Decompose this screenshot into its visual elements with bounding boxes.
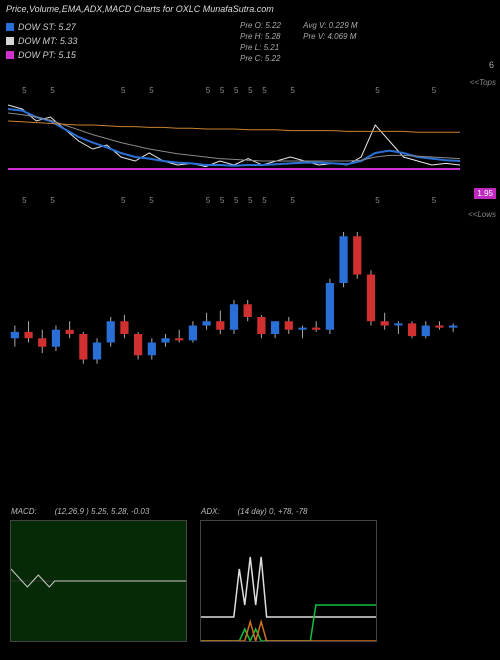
svg-text:5: 5: [121, 86, 126, 95]
svg-text:5: 5: [248, 196, 253, 205]
svg-text:5: 5: [262, 196, 267, 205]
svg-text:5: 5: [206, 196, 211, 205]
svg-text:5: 5: [248, 86, 253, 95]
svg-text:5: 5: [291, 86, 296, 95]
price-line-chart: 555555555555555555555555: [0, 85, 490, 205]
svg-text:5: 5: [50, 196, 55, 205]
macd-chart: [11, 521, 186, 641]
svg-text:5: 5: [220, 86, 225, 95]
stats-col-1: Pre O: 5.22Pre H: 5.28Pre L: 5.21Pre C: …: [240, 20, 281, 64]
adx-label: ADX:: [201, 507, 220, 516]
adx-params: (14 day) 0, +78, -78: [237, 507, 307, 516]
svg-text:5: 5: [149, 86, 154, 95]
svg-text:5: 5: [432, 196, 437, 205]
svg-text:5: 5: [234, 86, 239, 95]
right-number: 6: [489, 60, 494, 70]
svg-text:5: 5: [432, 86, 437, 95]
svg-text:5: 5: [234, 196, 239, 205]
macd-panel: MACD: (12,26,9 ) 5.25, 5.28, -0.03: [10, 520, 187, 642]
price-marker: 1.95: [474, 188, 496, 199]
svg-text:5: 5: [220, 196, 225, 205]
adx-chart: [201, 521, 376, 641]
legend: DOW ST: 5.27DOW MT: 5.33DOW PT: 5.15: [6, 20, 77, 62]
candlestick-chart: [0, 215, 490, 385]
macd-label: MACD:: [11, 507, 37, 516]
stats-col-2: Avg V: 0.229 MPre V: 4.069 M: [303, 20, 357, 42]
svg-text:5: 5: [22, 86, 27, 95]
svg-text:5: 5: [121, 196, 126, 205]
tops-label: <<Tops: [470, 78, 496, 87]
macd-params: (12,26,9 ) 5.25, 5.28, -0.03: [55, 507, 150, 516]
svg-text:5: 5: [50, 86, 55, 95]
adx-panel: ADX: (14 day) 0, +78, -78: [200, 520, 377, 642]
svg-text:5: 5: [206, 86, 211, 95]
svg-text:5: 5: [22, 196, 27, 205]
svg-text:5: 5: [375, 86, 380, 95]
svg-text:5: 5: [262, 86, 267, 95]
svg-text:5: 5: [149, 196, 154, 205]
svg-text:5: 5: [375, 196, 380, 205]
ohlc-stats: Pre O: 5.22Pre H: 5.28Pre L: 5.21Pre C: …: [240, 20, 378, 64]
svg-text:5: 5: [291, 196, 296, 205]
chart-title: Price,Volume,EMA,ADX,MACD Charts for OXL…: [6, 4, 274, 14]
